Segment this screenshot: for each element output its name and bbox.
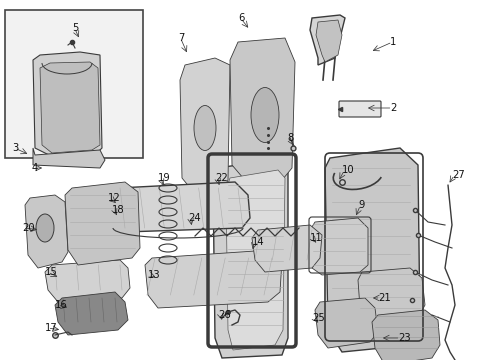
Text: 11: 11 xyxy=(310,233,323,243)
Polygon shape xyxy=(145,250,282,308)
Text: 23: 23 xyxy=(398,333,411,343)
FancyBboxPatch shape xyxy=(5,10,143,158)
Polygon shape xyxy=(358,268,425,325)
Polygon shape xyxy=(310,15,345,65)
Text: 25: 25 xyxy=(312,313,325,323)
Polygon shape xyxy=(55,292,128,335)
Text: 4: 4 xyxy=(32,163,38,173)
Text: 15: 15 xyxy=(45,267,58,277)
Polygon shape xyxy=(230,38,295,192)
Ellipse shape xyxy=(36,214,54,242)
Polygon shape xyxy=(25,195,68,268)
Text: 5: 5 xyxy=(72,23,78,33)
Polygon shape xyxy=(252,225,322,272)
Polygon shape xyxy=(372,310,440,360)
Text: 18: 18 xyxy=(112,205,124,215)
Polygon shape xyxy=(33,148,105,168)
Text: 17: 17 xyxy=(45,323,58,333)
Text: 10: 10 xyxy=(342,165,355,175)
Text: 12: 12 xyxy=(108,193,121,203)
Polygon shape xyxy=(315,298,378,348)
Text: 9: 9 xyxy=(358,200,365,210)
Polygon shape xyxy=(213,160,288,358)
Polygon shape xyxy=(316,20,342,62)
FancyBboxPatch shape xyxy=(339,101,381,117)
Text: 19: 19 xyxy=(158,173,171,183)
Polygon shape xyxy=(180,58,230,200)
Text: 3: 3 xyxy=(12,143,18,153)
Polygon shape xyxy=(65,182,140,265)
Text: 27: 27 xyxy=(452,170,465,180)
Text: 20: 20 xyxy=(22,223,35,233)
Ellipse shape xyxy=(194,105,216,150)
Polygon shape xyxy=(40,62,100,153)
Text: 8: 8 xyxy=(287,133,293,143)
Polygon shape xyxy=(226,170,285,350)
Text: 2: 2 xyxy=(390,103,396,113)
Text: 1: 1 xyxy=(390,37,396,47)
Polygon shape xyxy=(310,218,368,275)
Text: 24: 24 xyxy=(188,213,200,223)
Text: 26: 26 xyxy=(218,310,231,320)
Polygon shape xyxy=(33,52,102,158)
Text: 14: 14 xyxy=(252,237,265,247)
Text: 21: 21 xyxy=(378,293,391,303)
Text: 13: 13 xyxy=(148,270,161,280)
Polygon shape xyxy=(45,260,130,302)
Polygon shape xyxy=(325,148,420,352)
Text: 16: 16 xyxy=(55,300,68,310)
Ellipse shape xyxy=(251,87,279,143)
Text: 22: 22 xyxy=(215,173,228,183)
Polygon shape xyxy=(108,182,250,232)
Text: 6: 6 xyxy=(238,13,245,23)
Text: 7: 7 xyxy=(178,33,184,43)
